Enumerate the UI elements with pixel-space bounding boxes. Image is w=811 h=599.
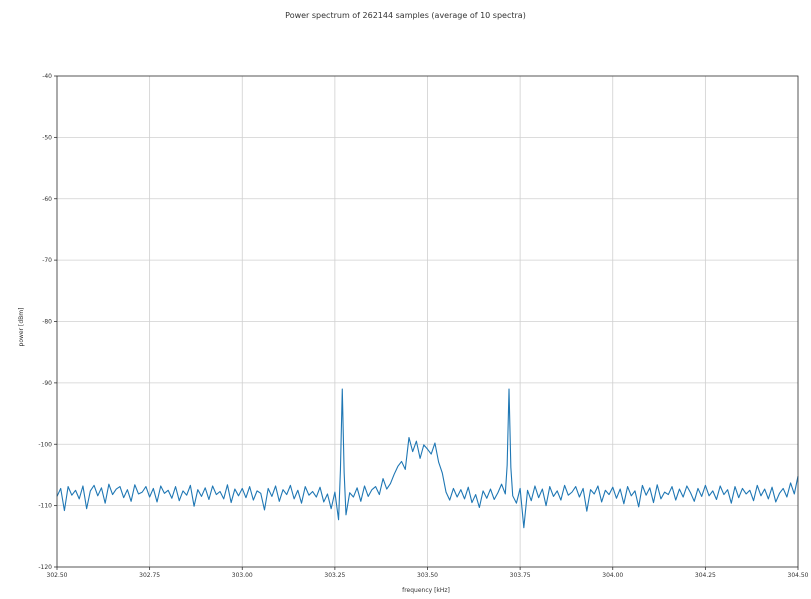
x-tick-label: 304.25 bbox=[695, 572, 716, 579]
x-tick-label: 304.50 bbox=[788, 572, 809, 579]
y-axis-label: power [dBm] bbox=[18, 307, 25, 347]
x-tick-label: 303.25 bbox=[324, 572, 345, 579]
y-tick-label: -70 bbox=[42, 257, 52, 264]
plot-series bbox=[56, 388, 799, 529]
y-tick-label: -110 bbox=[38, 503, 52, 510]
x-tick-label: 304.00 bbox=[602, 572, 623, 579]
y-tick-label: -60 bbox=[42, 196, 52, 203]
x-tick-label: 303.00 bbox=[232, 572, 253, 579]
y-tick-label: -80 bbox=[42, 319, 52, 326]
x-tick-label: 302.75 bbox=[139, 572, 160, 579]
x-axis-ticks: 302.50 302.75 303.00 303.25 303.50 303.75 304.… bbox=[47, 567, 809, 579]
chart-title: Power spectrum of 262144 samples (averag… bbox=[285, 11, 526, 20]
y-tick-label: -90 bbox=[42, 380, 52, 387]
y-axis-ticks: -120 -110 -100 -90 -80 -70 -60 -50 -40 bbox=[38, 73, 57, 571]
y-tick-label: -100 bbox=[38, 441, 52, 448]
grid-lines bbox=[56, 75, 799, 568]
x-tick-label: 302.50 bbox=[47, 572, 68, 579]
y-tick-label: -40 bbox=[42, 73, 52, 80]
spectrum-line bbox=[56, 388, 799, 529]
y-tick-label: -120 bbox=[38, 564, 52, 571]
y-tick-label: -50 bbox=[42, 134, 52, 141]
x-tick-label: 303.50 bbox=[417, 572, 438, 579]
x-axis-label: frequency [kHz] bbox=[402, 587, 450, 594]
x-tick-label: 303.75 bbox=[510, 572, 531, 579]
